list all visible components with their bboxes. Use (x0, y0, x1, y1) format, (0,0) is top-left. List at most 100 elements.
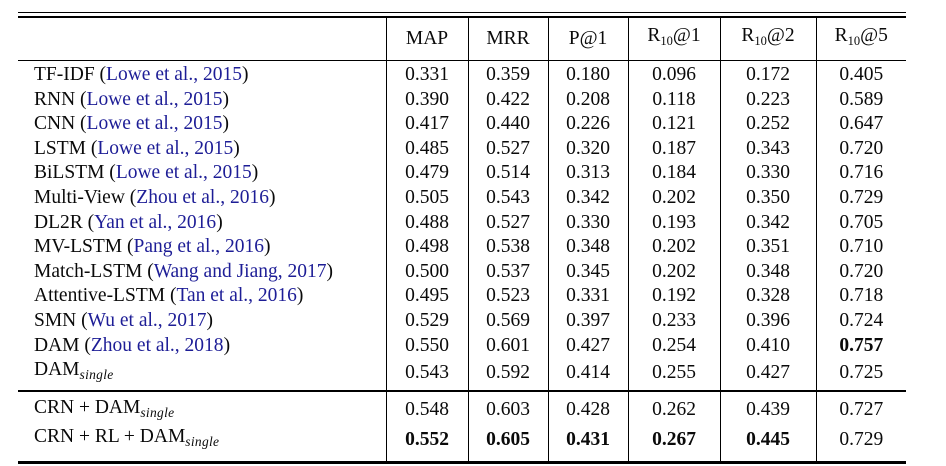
model-name-cell: BiLSTM (Lowe et al., 2015) (18, 161, 386, 186)
metric-value-cell: 0.348 (719, 259, 816, 285)
citation-link[interactable]: Yan et al., 2016 (94, 211, 217, 233)
model-name-text: SMN ( (34, 309, 88, 331)
model-name-text: MV-LSTM ( (34, 236, 134, 258)
metric-value-cell: 0.345 (547, 259, 628, 285)
table-row: RNN (Lowe et al., 2015) 0.390 0.422 0.208 0.… (18, 87, 906, 113)
results-table-wrapper: MAP MRR P@1 R10@1 R10@2 R10@5 TF-IDF (Lowe et… (18, 12, 906, 466)
table-row: Attentive-LSTM (Tan et al., 2016) 0.495 0.… (18, 284, 906, 309)
model-name-cell: CRN + DAMsingle (18, 391, 386, 426)
metric-value-cell: 0.414 (547, 358, 628, 391)
metric-value-cell: 0.427 (547, 333, 628, 359)
metric-value-cell: 0.537 (467, 259, 548, 285)
column-header-text: @5 (860, 25, 888, 46)
metric-value-cell: 0.252 (719, 112, 816, 137)
citation-link[interactable]: Lowe et al., 2015 (106, 64, 242, 85)
metric-value-cell: 0.351 (719, 235, 816, 260)
metric-value-cell: 0.396 (719, 308, 816, 334)
model-name-text: ) (222, 88, 229, 110)
column-header-map: MAP (385, 18, 468, 61)
metric-value-cell: 0.710 (815, 235, 906, 260)
column-header-subscript: 10 (660, 34, 673, 48)
metric-value-cell: 0.330 (719, 161, 816, 186)
column-header-subscript: 10 (847, 34, 861, 48)
model-name-text: RNN ( (34, 88, 87, 110)
metric-value-cell: 0.725 (815, 358, 906, 391)
column-header-text: R (741, 25, 755, 46)
metric-value-cell: 0.223 (719, 87, 816, 113)
citation-link[interactable]: Wang and Jiang, 2017 (153, 260, 327, 282)
metric-value-cell: 0.514 (467, 161, 548, 186)
metric-value-cell: 0.313 (547, 161, 628, 186)
citation-link[interactable]: Pang et al., 2016 (133, 236, 265, 258)
metric-value-cell: 0.348 (547, 235, 628, 260)
table-bottom-rule (18, 460, 906, 466)
table-row: CRN + DAMsingle 0.548 0.603 0.428 0.262 0.439… (18, 390, 906, 426)
metric-value-cell: 0.328 (719, 284, 816, 309)
citation-link[interactable]: Zhou et al., 2016 (136, 186, 269, 208)
metric-value-cell: 0.422 (467, 87, 548, 113)
metric-value-cell: 0.729 (815, 425, 906, 461)
model-name-text: Match-LSTM ( (34, 260, 154, 282)
model-name-cell: Attentive-LSTM (Tan et al., 2016) (18, 284, 386, 309)
column-header-text: @1 (672, 25, 701, 46)
citation-link[interactable]: Tan et al., 2016 (176, 285, 297, 307)
metric-value-cell: 0.716 (815, 161, 906, 186)
metric-value-cell: 0.647 (815, 112, 906, 137)
metric-value-cell: 0.529 (385, 308, 468, 334)
proposed-models-section: CRN + DAMsingle 0.548 0.603 0.428 0.262 0.439… (18, 390, 906, 461)
metric-value-cell: 0.410 (719, 333, 816, 359)
metric-value-cell: 0.500 (385, 259, 468, 285)
baselines-section: TF-IDF (Lowe et al., 2015) 0.331 0.359 0.18… (18, 60, 906, 391)
citation-link[interactable]: Lowe et al., 2015 (86, 88, 223, 110)
metric-value-cell: 0.445 (719, 425, 816, 461)
citation-link[interactable]: Wu et al., 2017 (87, 309, 207, 331)
metric-value-cell: 0.359 (467, 60, 548, 88)
column-header-r10-2: R10@2 (719, 18, 816, 61)
model-name-cell: MV-LSTM (Pang et al., 2016) (18, 235, 386, 260)
metric-value-cell: 0.431 (547, 425, 628, 461)
metric-value-cell: 0.729 (815, 185, 906, 211)
metric-value-cell: 0.193 (627, 210, 720, 236)
metric-value-cell: 0.488 (385, 210, 468, 236)
citation-link[interactable]: Zhou et al., 2018 (90, 334, 224, 356)
model-name-text: CRN + RL + DAM (34, 426, 186, 448)
metric-value-cell: 0.202 (627, 185, 720, 211)
table-row: DL2R (Yan et al., 2016) 0.488 0.527 0.330 0.… (18, 210, 906, 236)
model-name-cell: Match-LSTM (Wang and Jiang, 2017) (18, 260, 386, 285)
model-name-text: DAM (34, 359, 80, 381)
metric-value-cell: 0.720 (815, 136, 906, 162)
model-name-text: ) (222, 113, 229, 135)
metric-value-cell: 0.096 (627, 60, 720, 88)
model-name-text: ) (241, 64, 249, 85)
column-header-text: MAP (405, 27, 449, 49)
citation-link[interactable]: Lowe et al., 2015 (97, 137, 234, 159)
model-name-text: CRN + DAM (34, 396, 141, 418)
metric-value-cell: 0.187 (627, 136, 720, 162)
model-name-text: Attentive-LSTM ( (34, 285, 177, 307)
metric-value-cell: 0.255 (627, 358, 720, 391)
column-header-text: R (647, 25, 661, 46)
metric-value-cell: 0.267 (627, 425, 720, 461)
table-row: CRN + RL + DAMsingle 0.552 0.605 0.431 0.267… (18, 425, 906, 461)
model-name-text: DL2R ( (34, 211, 95, 233)
metric-value-cell: 0.757 (815, 333, 906, 359)
citation-link[interactable]: Lowe et al., 2015 (86, 113, 223, 135)
metric-value-cell: 0.718 (815, 284, 906, 309)
model-name-subscript: single (140, 404, 175, 420)
metric-value-cell: 0.569 (467, 308, 548, 334)
model-name-cell: TF-IDF (Lowe et al., 2015) (18, 61, 386, 88)
citation-link[interactable]: Lowe et al., 2015 (115, 162, 252, 184)
metric-value-cell: 0.527 (467, 136, 548, 162)
metric-value-cell: 0.720 (815, 259, 906, 285)
metric-value-cell: 0.121 (627, 112, 720, 137)
metric-value-cell: 0.342 (547, 185, 628, 211)
model-name-cell: CRN + RL + DAMsingle (18, 425, 386, 461)
table-row: DAM (Zhou et al., 2018) 0.550 0.601 0.427 0.… (18, 333, 906, 359)
metric-value-cell: 0.439 (719, 390, 816, 426)
metric-value-cell: 0.550 (385, 333, 468, 359)
metric-value-cell: 0.523 (467, 284, 548, 309)
metric-value-cell: 0.543 (467, 185, 548, 211)
table-row: LSTM (Lowe et al., 2015) 0.485 0.527 0.320 0… (18, 136, 906, 162)
model-name-text: LSTM ( (34, 137, 98, 159)
metric-value-cell: 0.118 (627, 87, 720, 113)
